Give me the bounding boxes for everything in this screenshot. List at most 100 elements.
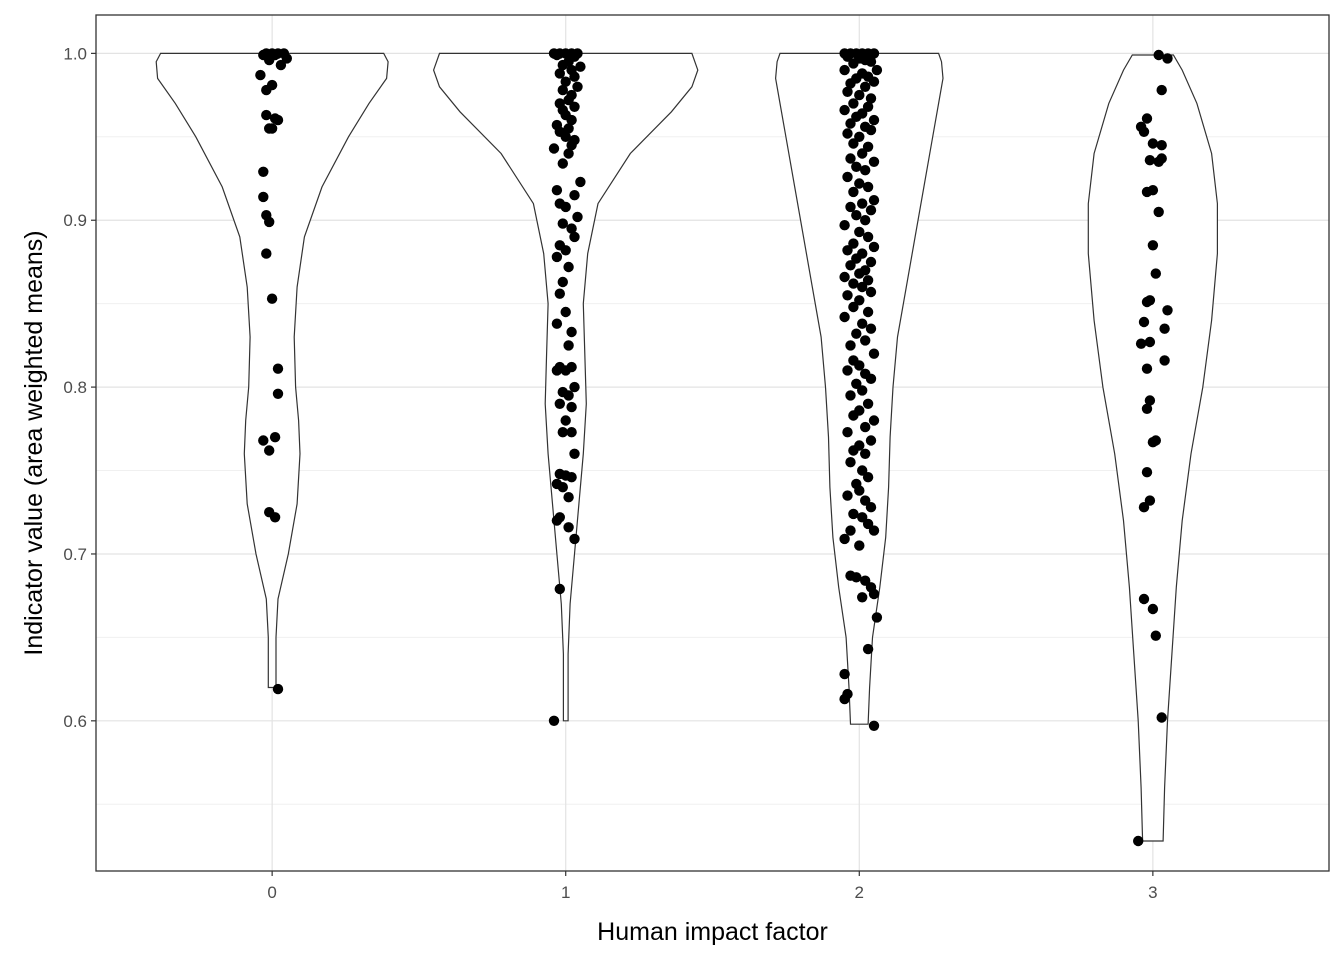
data-point [868,114,880,126]
data-point [563,522,574,533]
data-point [862,306,874,318]
data-point [1162,305,1173,316]
data-point [557,158,568,169]
data-point [839,220,850,231]
data-point [563,390,574,401]
data-point [854,360,865,371]
data-point [1141,403,1153,414]
violin-1 [432,52,699,722]
data-point [569,101,580,113]
data-point [848,138,859,149]
data-point [1156,140,1167,151]
data-point [569,381,580,393]
data-point [842,51,853,62]
data-point [848,58,859,69]
data-point [845,153,856,164]
data-point [1159,323,1170,334]
data-point [275,59,287,71]
data-point [860,421,871,433]
data-point [258,191,269,203]
x-axis: 0 1 2 3 [267,871,1158,902]
data-point [868,156,880,167]
data-point [845,201,856,213]
data-point [868,348,880,359]
data-point [862,643,874,655]
y-tick-label: 0.9 [63,211,87,230]
data-point [560,131,571,142]
data-point [563,94,574,106]
plot-panel-border [95,14,1330,872]
data-point [865,56,877,67]
data-point [1159,355,1170,366]
data-point [860,215,871,226]
data-point [848,410,859,421]
data-point [560,245,571,256]
data-point [1141,186,1153,198]
data-point [845,118,856,129]
data-point [560,365,571,376]
y-axis-title: Indicator value (area weighted means) [20,230,48,655]
data-point [551,318,563,329]
data-point [1147,603,1159,615]
data-point [854,268,865,279]
data-point [551,515,563,526]
data-point [569,71,580,82]
data-point [842,290,853,301]
data-point [1135,338,1147,349]
data-point [1138,502,1150,513]
data-point [1138,593,1150,605]
data-point [868,525,880,536]
data-point [1153,206,1164,218]
data-point [266,79,278,91]
data-point [854,295,865,306]
data-points [255,48,1173,847]
data-point [566,114,577,126]
data-point [865,435,877,446]
violin-3 [1087,54,1218,842]
data-point [269,49,281,61]
y-tick-label: 1.0 [63,44,87,63]
data-point [862,181,874,193]
data-point [839,668,850,680]
data-point [575,176,586,188]
data-point [865,205,877,216]
data-point [563,340,574,351]
data-point [557,218,568,229]
data-point [842,490,853,501]
data-point [845,260,856,271]
data-point [848,301,859,313]
data-point [566,472,577,483]
data-point [845,78,856,89]
data-point [258,49,269,61]
data-point [1162,53,1173,64]
data-point [258,435,269,446]
data-point [865,373,877,384]
data-point [1138,126,1150,137]
data-point [272,363,284,374]
data-point [272,683,284,695]
data-point [269,512,281,523]
data-point [868,48,880,59]
data-point [842,365,853,376]
data-point [1153,49,1164,61]
data-point [857,385,868,396]
data-point [854,178,865,189]
data-point [842,171,853,183]
data-point [557,427,568,438]
data-point [860,335,871,346]
data-point [563,261,574,273]
data-point [865,323,877,334]
data-point [1141,467,1153,478]
data-point [839,271,850,283]
data-point [857,198,868,209]
data-point [842,128,853,139]
data-point [851,253,862,264]
data-point [1144,336,1156,348]
data-point [868,76,880,87]
data-point [857,318,868,329]
data-point [848,238,859,249]
y-tick-label: 0.8 [63,378,87,397]
data-point [1156,84,1167,96]
data-point [868,241,880,253]
